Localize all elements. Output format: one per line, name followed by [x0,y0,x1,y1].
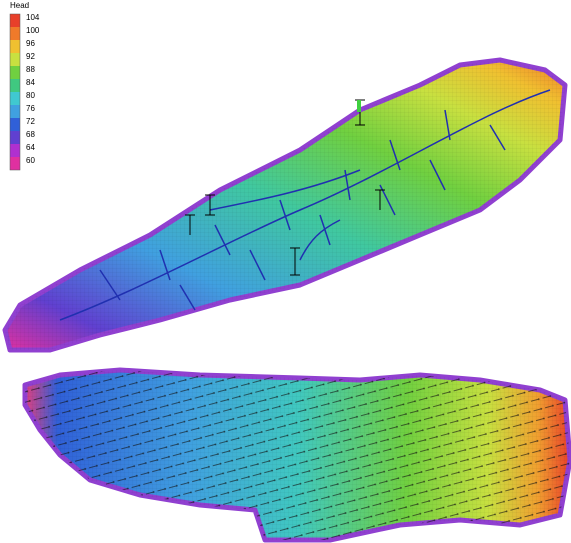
lower-model [25,370,570,540]
legend-label: 104 [26,13,40,22]
legend-label: 88 [26,65,35,74]
legend-swatch [10,118,20,131]
legend-swatch [10,131,20,144]
legend-swatch [10,79,20,92]
legend-label: 68 [26,130,35,139]
legend-swatch [10,157,20,170]
legend-label: 76 [26,104,35,113]
legend-label: 100 [26,26,40,35]
flow-vectors [25,370,570,540]
legend-label: 92 [26,52,35,61]
legend-label: 96 [26,39,35,48]
legend-label: 80 [26,91,35,100]
legend-label: 72 [26,117,35,126]
legend-title: Head [10,1,29,10]
legend-swatch [10,53,20,66]
model-view: Head 104 100 96 92 88 84 80 76 72 68 64 60 [0,0,571,543]
legend-label: 60 [26,156,35,165]
legend-swatch [10,27,20,40]
legend-label: 84 [26,78,35,87]
grid-overlay [5,60,565,350]
legend-swatch [10,40,20,53]
legend-swatch [10,144,20,157]
legend-swatch [10,105,20,118]
upper-model [5,60,565,350]
legend: Head 104 100 96 92 88 84 80 76 72 68 64 60 [10,1,40,170]
legend-swatch [10,92,20,105]
legend-swatch [10,66,20,79]
legend-label: 64 [26,143,35,152]
legend-swatch [10,14,20,27]
